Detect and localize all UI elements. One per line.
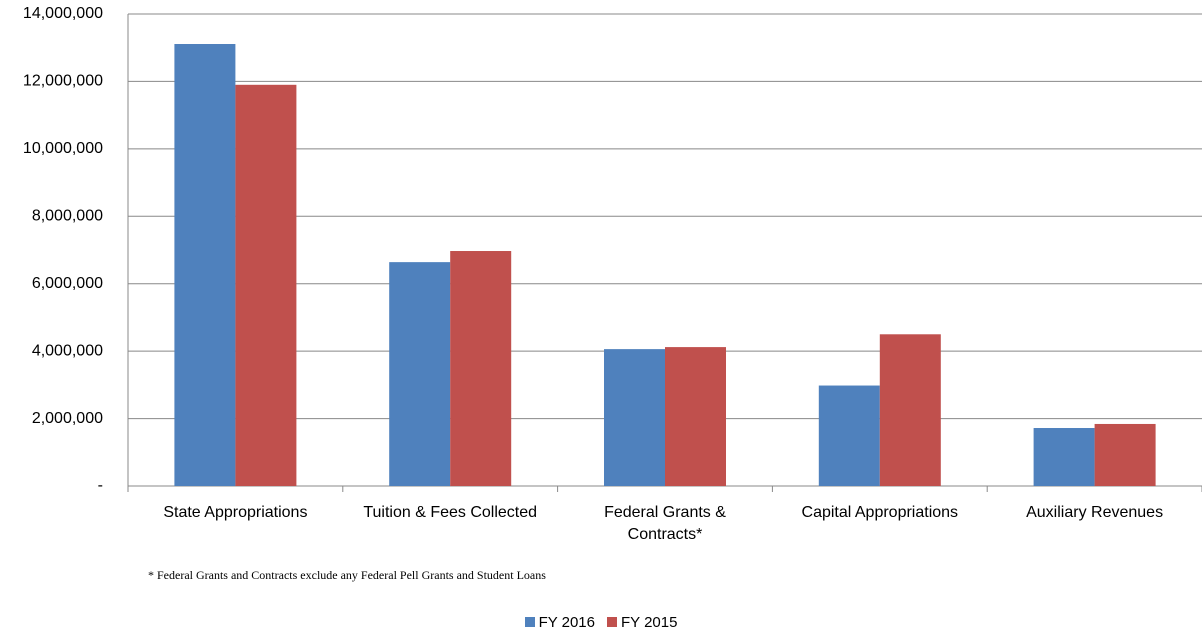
y-tick-label: 4,000,000 <box>32 342 103 359</box>
legend-label: FY 2015 <box>621 614 678 631</box>
bar <box>174 44 236 487</box>
bar <box>879 334 941 486</box>
legend-item: FY 2016 <box>524 614 595 631</box>
x-tick-label: State Appropriations <box>163 504 308 521</box>
bar <box>450 251 512 486</box>
bar <box>604 349 665 486</box>
legend-swatch <box>607 617 617 627</box>
x-tick-label: Capital Appropriations <box>801 504 959 521</box>
legend-label: FY 2016 <box>538 614 595 631</box>
bar <box>389 262 451 486</box>
y-tick-label: 8,000,000 <box>32 208 103 225</box>
legend: FY 2016 FY 2015 <box>0 614 1202 631</box>
bar <box>1094 423 1156 486</box>
x-tick-label: Federal Grants & Contracts* <box>604 504 726 543</box>
x-tick-label: Auxiliary Revenues <box>1026 504 1164 521</box>
y-tick-label: 6,000,000 <box>32 275 103 292</box>
bar <box>1033 428 1095 486</box>
y-tick-label: - <box>98 477 103 494</box>
y-tick-label: 14,000,000 <box>23 5 103 22</box>
y-tick-label: 12,000,000 <box>23 73 103 90</box>
footnote: * Federal Grants and Contracts exclude a… <box>148 568 546 582</box>
x-tick-label: Tuition & Fees Collected <box>363 504 538 521</box>
y-tick-label: 10,000,000 <box>23 140 103 157</box>
legend-swatch <box>524 617 535 627</box>
bar <box>235 84 297 487</box>
bar <box>818 385 880 486</box>
legend-item: FY 2015 <box>607 614 677 631</box>
bar <box>665 347 726 486</box>
y-tick-label: 2,000,000 <box>32 410 103 427</box>
